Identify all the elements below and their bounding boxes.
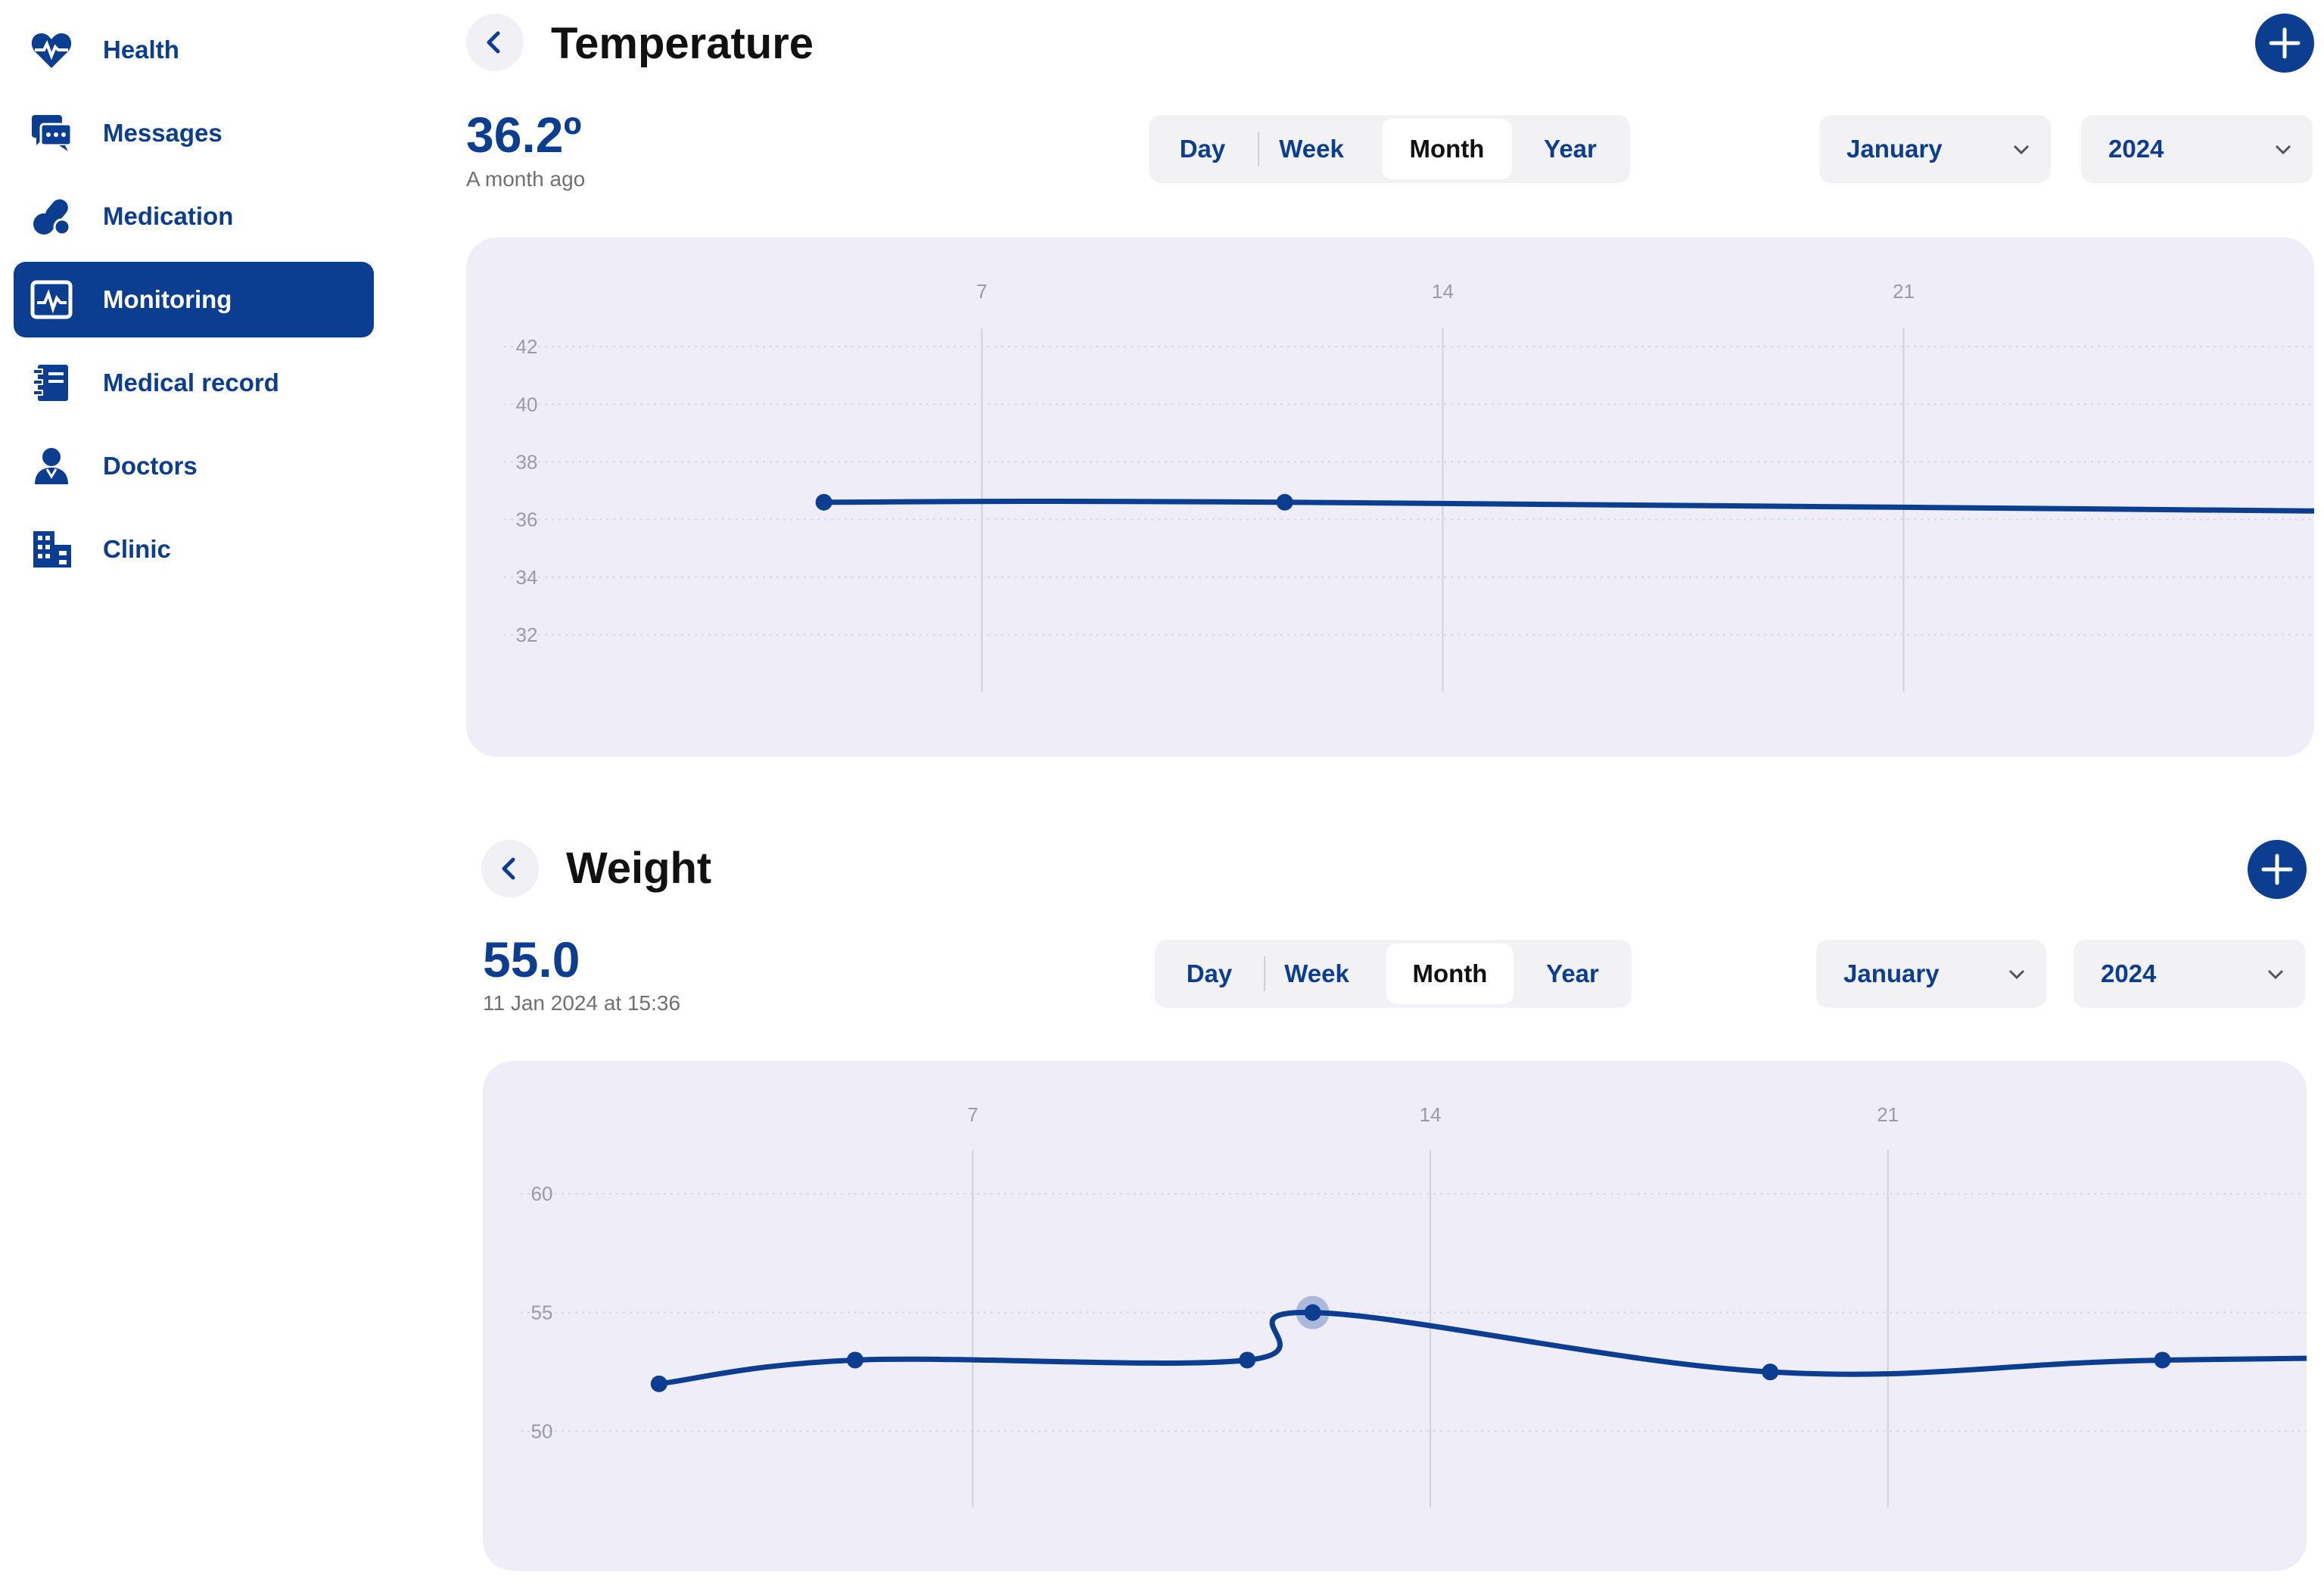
notebook-icon — [30, 363, 73, 403]
data-point — [1304, 1304, 1321, 1321]
chevron-down-icon — [2267, 969, 2284, 980]
chevron-left-icon — [487, 31, 500, 54]
chevron-down-icon — [2275, 145, 2291, 155]
sidebar-item-label: Health — [103, 36, 179, 64]
weight-back-button[interactable] — [481, 840, 539, 897]
temperature-year-select[interactable]: 2024 — [2081, 115, 2313, 183]
period-tab-month[interactable]: Month — [1382, 119, 1512, 179]
y-tick-label: 38 — [516, 450, 538, 473]
weight-line-chart: 6055507142128 — [521, 1103, 2307, 1507]
x-tick-label: 7 — [976, 280, 987, 303]
period-tab-day[interactable]: Day — [1179, 135, 1226, 163]
period-tab-year[interactable]: Year — [1546, 959, 1599, 987]
y-tick-label: 42 — [516, 335, 538, 358]
temperature-current-value: 36.2º — [466, 107, 582, 163]
series-line — [821, 499, 2314, 514]
weight-year-select[interactable]: 2024 — [2074, 940, 2305, 1008]
segment-divider — [1258, 132, 1259, 166]
chat-bubbles-icon — [30, 114, 73, 153]
y-tick-label: 60 — [531, 1183, 553, 1205]
sidebar-item-doctors[interactable]: Doctors — [14, 428, 374, 504]
month-select-value: January — [1843, 959, 1940, 987]
chevron-down-icon — [2013, 145, 2030, 155]
chevron-down-icon — [2008, 969, 2025, 980]
temperature-add-button[interactable] — [2255, 14, 2314, 73]
period-tab-day[interactable]: Day — [1186, 959, 1233, 987]
y-tick-label: 36 — [516, 508, 538, 531]
heart-pulse-icon — [30, 30, 73, 70]
data-point — [815, 493, 832, 511]
weight-current-value: 55.0 — [483, 931, 580, 987]
weight-month-select[interactable]: January — [1816, 940, 2046, 1008]
x-tick-label: 14 — [1420, 1103, 1442, 1126]
y-tick-label: 34 — [516, 566, 538, 589]
weight-add-button[interactable] — [2248, 840, 2307, 899]
data-point — [1276, 493, 1293, 511]
period-tab-week[interactable]: Week — [1284, 959, 1349, 987]
weight-title: Weight — [566, 844, 712, 893]
chevron-left-icon — [502, 857, 515, 880]
temperature-month-select[interactable]: January — [1819, 115, 2051, 183]
plus-icon — [2261, 854, 2293, 885]
x-tick-label: 21 — [1877, 1103, 1899, 1126]
period-tab-year[interactable]: Year — [1544, 135, 1597, 163]
temperature-back-button[interactable] — [466, 14, 524, 71]
temperature-last-updated: A month ago — [466, 167, 586, 191]
sidebar-item-label: Medical record — [103, 368, 279, 396]
year-select-value: 2024 — [2108, 135, 2164, 163]
data-point — [1762, 1364, 1779, 1381]
building-icon — [30, 530, 73, 569]
sidebar-item-monitoring[interactable]: Monitoring — [14, 262, 374, 337]
temperature-line-chart: 4240383634327142128 — [504, 280, 2314, 692]
sidebar-item-messages[interactable]: Messages — [14, 95, 374, 171]
sidebar-item-label: Clinic — [103, 535, 171, 563]
y-tick-label: 32 — [516, 623, 538, 646]
sidebar-item-label: Doctors — [103, 452, 198, 480]
sidebar-item-clinic[interactable]: Clinic — [14, 512, 374, 587]
series-line — [656, 1310, 2307, 1387]
y-tick-label: 50 — [531, 1420, 553, 1443]
temperature-title: Temperature — [551, 19, 814, 68]
y-tick-label: 40 — [516, 393, 538, 415]
pills-icon — [30, 197, 73, 236]
plus-icon — [2269, 27, 2301, 59]
sidebar-nav: Health Messages Medication Monitoring Me… — [0, 0, 424, 1589]
sidebar-item-label: Monitoring — [103, 285, 232, 313]
period-tab-month[interactable]: Month — [1386, 944, 1514, 1004]
doctor-icon — [30, 446, 73, 486]
sidebar-item-medical-record[interactable]: Medical record — [14, 345, 374, 421]
monitor-waveform-icon — [30, 280, 73, 319]
sidebar-item-medication[interactable]: Medication — [14, 179, 374, 254]
segment-divider — [1264, 956, 1265, 991]
month-select-value: January — [1846, 135, 1943, 163]
data-point — [1239, 1351, 1256, 1369]
temperature-chart: 4240383634327142128 — [466, 238, 2314, 757]
data-point — [2154, 1351, 2171, 1369]
x-tick-label: 21 — [1893, 280, 1915, 303]
weight-chart: 6055507142128 — [483, 1061, 2307, 1571]
data-point — [846, 1351, 863, 1369]
sidebar-item-label: Messages — [103, 119, 222, 147]
weight-last-updated: 11 Jan 2024 at 15:36 — [483, 991, 681, 1015]
weight-period-selector: Day Week Month Year — [1155, 940, 1632, 1008]
x-tick-label: 7 — [967, 1103, 978, 1126]
year-select-value: 2024 — [2101, 959, 2157, 987]
data-point — [650, 1375, 667, 1392]
sidebar-item-label: Medication — [103, 202, 234, 230]
x-tick-label: 14 — [1432, 280, 1454, 303]
temperature-period-selector: Day Week Month Year — [1149, 115, 1630, 183]
sidebar-item-health[interactable]: Health — [14, 12, 374, 88]
y-tick-label: 55 — [531, 1301, 553, 1324]
period-tab-week[interactable]: Week — [1279, 135, 1344, 163]
